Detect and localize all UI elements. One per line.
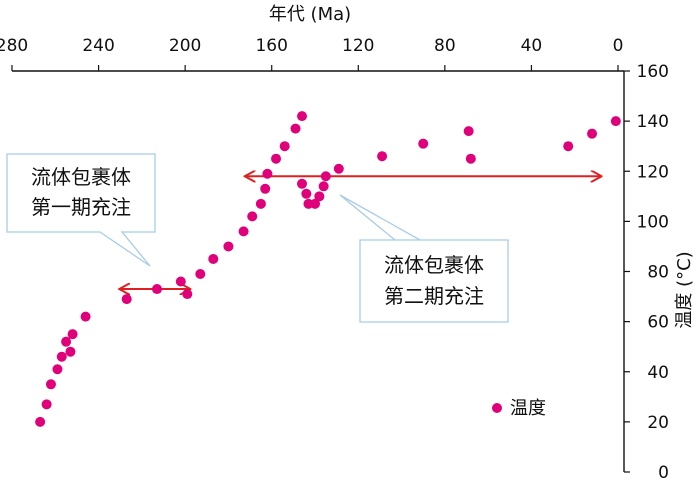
callout-phase-1: 流体包裹体 第一期充注 xyxy=(6,153,156,267)
data-point xyxy=(80,311,91,322)
x-tick-label: 0 xyxy=(613,36,624,56)
callout-phase-1-line-1: 流体包裹体 xyxy=(31,165,131,189)
data-point xyxy=(290,123,301,134)
data-point xyxy=(208,253,219,264)
data-point xyxy=(297,178,308,189)
data-point xyxy=(314,191,325,202)
y-tick-label: 140 xyxy=(637,112,669,132)
data-point xyxy=(41,399,52,410)
data-point xyxy=(279,141,290,152)
data-point xyxy=(223,241,234,252)
data-point xyxy=(52,364,63,375)
data-point xyxy=(463,126,474,137)
data-point xyxy=(418,138,429,149)
x-tick-label: 40 xyxy=(521,36,543,56)
y-tick-label: 40 xyxy=(647,363,669,383)
data-point xyxy=(262,168,273,179)
data-point xyxy=(238,226,249,237)
data-point xyxy=(255,198,266,209)
data-point xyxy=(610,116,621,127)
data-point xyxy=(260,183,271,194)
x-axis-title: 年代 (Ma) xyxy=(269,4,351,25)
y-tick-label: 20 xyxy=(647,413,669,433)
legend: 温度 xyxy=(492,398,546,419)
data-point xyxy=(271,153,282,164)
data-point xyxy=(333,163,344,174)
legend-label: 温度 xyxy=(510,398,546,419)
data-point xyxy=(67,329,78,340)
y-axis-title: 温度 (°C) xyxy=(674,251,695,328)
data-point xyxy=(45,379,56,390)
y-tick-label: 100 xyxy=(637,212,669,232)
callout-phase-2-line-2: 第二期充注 xyxy=(384,284,484,308)
callout-phase-2: 流体包裹体 第二期充注 xyxy=(339,194,509,323)
legend-marker xyxy=(492,403,502,413)
x-tick-label: 280 xyxy=(0,36,28,56)
data-point xyxy=(310,198,320,209)
data-point xyxy=(152,284,163,295)
x-tick-label: 80 xyxy=(434,36,456,56)
y-tick-label: 0 xyxy=(658,463,669,481)
data-point xyxy=(563,141,574,152)
y-tick-label: 160 xyxy=(637,62,669,82)
data-point xyxy=(587,128,598,139)
data-point xyxy=(320,171,331,182)
callout-phase-2-box xyxy=(339,194,509,323)
data-point xyxy=(35,416,46,427)
data-point xyxy=(247,211,258,222)
x-tick-label: 240 xyxy=(82,36,114,56)
data-point xyxy=(377,151,388,162)
y-axis: 0 20 40 60 80 100 120 140 160 xyxy=(623,62,669,481)
x-tick-label: 120 xyxy=(342,36,374,56)
data-point xyxy=(65,346,76,357)
y-tick-label: 80 xyxy=(647,263,669,283)
data-point xyxy=(297,111,308,122)
x-axis: 280 240 200 160 120 80 40 0 xyxy=(0,36,624,72)
data-points xyxy=(35,111,621,427)
data-point xyxy=(195,269,206,280)
data-point xyxy=(175,276,186,287)
data-point xyxy=(182,289,193,300)
data-point xyxy=(56,351,67,362)
data-point xyxy=(121,294,132,305)
callout-phase-1-line-2: 第一期充注 xyxy=(31,195,131,219)
data-point xyxy=(301,188,312,199)
x-tick-label: 200 xyxy=(169,36,201,56)
data-point xyxy=(465,153,476,164)
callout-phase-2-line-1: 流体包裹体 xyxy=(384,253,484,277)
y-tick-label: 60 xyxy=(647,313,669,333)
y-tick-label: 120 xyxy=(637,162,669,182)
x-tick-label: 160 xyxy=(255,36,287,56)
callout-phase-1-box xyxy=(6,153,156,267)
data-point xyxy=(318,181,329,192)
data-point xyxy=(61,336,72,347)
